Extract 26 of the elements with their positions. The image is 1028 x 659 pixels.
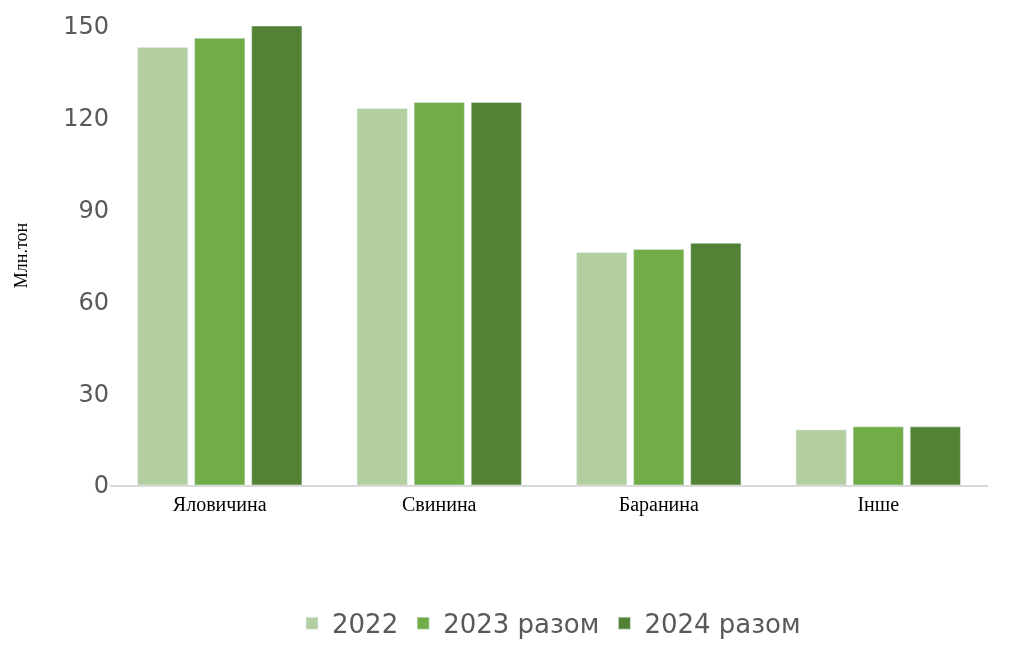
- bar: [852, 426, 904, 485]
- legend-label: 2024 разом: [644, 609, 801, 640]
- x-tick-label: Інше: [857, 493, 900, 515]
- y-tick-label: 90: [78, 196, 109, 224]
- bar: [137, 47, 189, 485]
- bar: [251, 26, 303, 485]
- bar: [795, 429, 847, 485]
- bar: [194, 37, 246, 485]
- bar: [633, 249, 685, 485]
- bar: [413, 102, 465, 485]
- y-tick-label: 0: [93, 471, 109, 500]
- y-tick-label: 30: [78, 379, 109, 408]
- bar: [470, 102, 522, 485]
- y-tick-label: 120: [63, 104, 109, 133]
- y-tick-label: 60: [78, 287, 109, 316]
- bar: [356, 108, 408, 485]
- bar: [690, 243, 742, 485]
- x-tick-label: Баранина: [618, 493, 699, 516]
- legend-label: 2022: [332, 609, 399, 640]
- y-axis-title: Млн.тон: [11, 222, 32, 289]
- y-tick-label: 150: [63, 12, 109, 41]
- x-tick-label: Яловичина: [172, 493, 267, 515]
- bar: [576, 252, 628, 485]
- bar: [909, 426, 961, 485]
- legend-label: 2023 разом: [443, 609, 600, 640]
- x-tick-label: Свинина: [402, 493, 477, 515]
